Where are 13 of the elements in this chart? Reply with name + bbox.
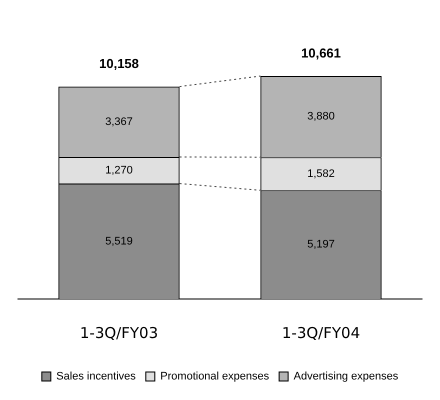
data-label: 3,367: [105, 116, 133, 128]
total-label: 10,158: [99, 56, 139, 72]
data-label: 1,582: [307, 168, 335, 180]
legend-label: Promotional expenses: [160, 370, 270, 383]
total-label: 10,661: [301, 46, 341, 61]
data-label: 3,880: [307, 110, 335, 123]
x-tick-label: 1-3Q/FY03: [80, 324, 158, 342]
legend-label: Sales incentives: [56, 370, 136, 383]
x-tick-label: 1-3Q/FY04: [282, 324, 360, 342]
legend-label: Advertising expenses: [294, 370, 399, 383]
data-label: 1,270: [105, 164, 133, 176]
data-label: 5,519: [105, 235, 133, 248]
data-label: 5,197: [307, 238, 335, 251]
